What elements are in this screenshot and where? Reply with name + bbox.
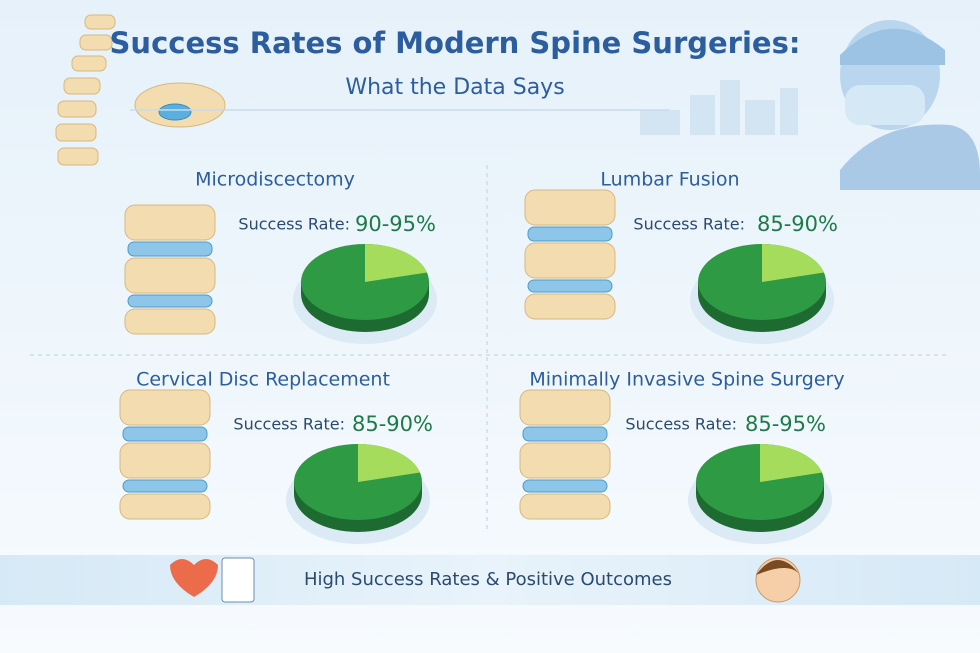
disc [127, 241, 213, 257]
panel-title: Microdiscectomy [195, 169, 355, 191]
footer-text: High Success Rates & Positive Outcomes [304, 569, 672, 590]
spine-illustration [124, 204, 216, 335]
vertebra [124, 204, 216, 241]
surgeon-illustration [840, 20, 980, 190]
rate-value: 85-95% [745, 412, 826, 436]
vertebra [524, 293, 616, 320]
heart-icon [170, 559, 218, 597]
pie-slice [365, 244, 427, 282]
rate-value: 85-90% [757, 212, 838, 236]
pie-illustration [293, 244, 437, 344]
vertebra [124, 308, 216, 335]
vertebra [124, 257, 216, 294]
rate-label: Success Rate: [625, 415, 737, 434]
rate-label: Success Rate: [238, 215, 350, 234]
footer-band [0, 555, 980, 605]
panel-title: Cervical Disc Replacement [136, 369, 390, 391]
disc [527, 226, 613, 242]
spine-illustration [519, 389, 611, 520]
vertebra [119, 493, 211, 520]
panel-title: Lumbar Fusion [600, 169, 739, 191]
rate-value: 85-90% [352, 412, 433, 436]
pie-illustration [690, 244, 834, 344]
rate-label: Success Rate: [633, 215, 745, 234]
vertebra [519, 389, 611, 426]
pie-illustration [688, 444, 832, 544]
title: Success Rates of Modern Spine Surgeries: [110, 26, 801, 60]
vertebra [519, 493, 611, 520]
patient-hair [756, 560, 800, 575]
pie-illustration [286, 444, 430, 544]
clipboard-icon [221, 557, 255, 603]
vertebra [119, 389, 211, 426]
panel-title: Minimally Invasive Spine Surgery [529, 369, 844, 391]
disc [522, 426, 608, 442]
disc [127, 294, 213, 308]
subtitle: What the Data Says [345, 75, 564, 100]
vertebra [524, 242, 616, 279]
spine-illustration [55, 14, 226, 166]
pie-slice [358, 444, 420, 482]
rate-label: Success Rate: [233, 415, 345, 434]
vertebra [524, 189, 616, 226]
rate-value: 90-95% [355, 212, 436, 236]
spine-illustration [524, 189, 616, 320]
disc [122, 479, 208, 493]
pie-slice [760, 444, 822, 482]
vertebra [519, 442, 611, 479]
pie-slice [762, 244, 824, 282]
disc [527, 279, 613, 293]
panels: Microdiscectomy Success Rate: 90-95% Lumbar… [119, 169, 845, 544]
vertebra [119, 442, 211, 479]
disc [522, 479, 608, 493]
skyline [640, 80, 798, 135]
disc [122, 426, 208, 442]
spine-illustration [119, 389, 211, 520]
